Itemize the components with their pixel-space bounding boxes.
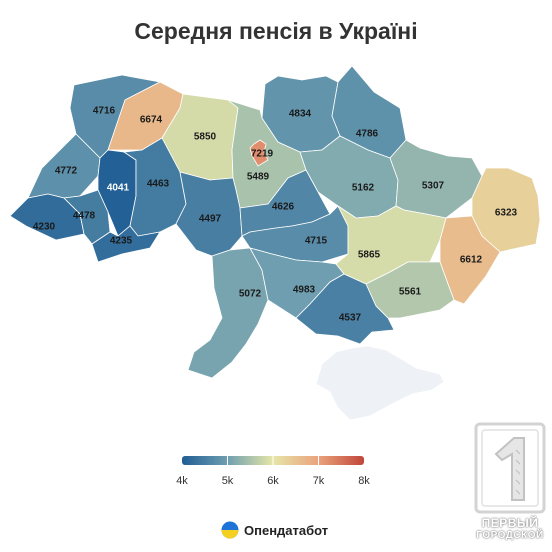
legend-tick-label: 6k xyxy=(267,475,279,487)
legend-tick-label: 4k xyxy=(176,475,188,487)
source-name: Опендатабот xyxy=(244,522,329,538)
region-khmelnytskyi[interactable] xyxy=(122,137,187,237)
label-kharkiv: 5307 xyxy=(422,181,445,192)
opendatabot-logo-icon xyxy=(221,521,239,539)
map-title: Середня пенсія в Україні xyxy=(134,18,418,44)
label-odesa: 5072 xyxy=(239,289,262,300)
watermark-line-2: ГОРОДСКОЙ xyxy=(476,530,544,541)
label-zakarpattia: 4230 xyxy=(33,222,56,233)
region-kharkiv[interactable] xyxy=(389,139,483,219)
label-zhytomyr: 5850 xyxy=(194,132,217,143)
label-dnipropetrovsk: 5865 xyxy=(358,250,381,261)
region-odesa[interactable] xyxy=(187,247,269,379)
label-ternopil: 4041 xyxy=(107,183,130,194)
label-poltava: 5162 xyxy=(352,183,375,194)
label-donetsk: 6612 xyxy=(460,255,483,266)
label-kirovohrad: 4715 xyxy=(305,236,328,247)
label-cherkasy: 4626 xyxy=(272,202,295,213)
regions-layer xyxy=(9,65,541,421)
legend-tick-label: 8k xyxy=(358,475,370,487)
legend-tick-label: 7k xyxy=(313,475,325,487)
region-kherson[interactable] xyxy=(295,273,395,345)
label-chernihiv: 4834 xyxy=(289,109,312,120)
label-kyiv-oblast: 5489 xyxy=(247,172,270,183)
label-mykolaiv: 4983 xyxy=(293,285,316,296)
watermark-badge: ПЕРВЫЙ ГОРОДСКОЙ xyxy=(472,420,548,548)
region-vinnytsia[interactable] xyxy=(175,171,243,257)
label-rivne: 6674 xyxy=(140,115,163,126)
label-zaporizhzhia: 5561 xyxy=(399,287,422,298)
legend-tick-label: 5k xyxy=(222,475,234,487)
label-lviv: 4772 xyxy=(55,166,78,177)
legend-ticks: 4k 5k 6k 7k 8k xyxy=(176,456,370,487)
region-donetsk[interactable] xyxy=(439,215,501,305)
label-ivano-frankivsk: 4478 xyxy=(73,211,96,222)
label-kherson: 4537 xyxy=(339,313,362,324)
label-sumy: 4786 xyxy=(356,129,379,140)
label-volyn: 4716 xyxy=(93,106,116,117)
label-vinnytsia: 4497 xyxy=(199,214,222,225)
label-khmelnytskyi: 4463 xyxy=(147,179,170,190)
watermark-one-icon xyxy=(474,422,546,514)
label-kyiv-city: 7219 xyxy=(251,149,274,160)
color-legend: 4k 5k 6k 7k 8k xyxy=(176,456,370,487)
source-credit: Опендатабот xyxy=(221,520,328,540)
label-luhansk: 6323 xyxy=(495,208,518,219)
label-chernivtsi: 4235 xyxy=(110,236,133,247)
region-crimea[interactable] xyxy=(315,345,445,421)
region-luhansk[interactable] xyxy=(471,167,541,253)
region-chernivtsi[interactable] xyxy=(91,225,161,263)
region-labels: 4716 6674 5850 7219 5489 4834 4786 4772 … xyxy=(33,106,518,324)
watermark-line-1: ПЕРВЫЙ xyxy=(481,516,539,530)
region-kyiv-city[interactable] xyxy=(249,139,269,167)
